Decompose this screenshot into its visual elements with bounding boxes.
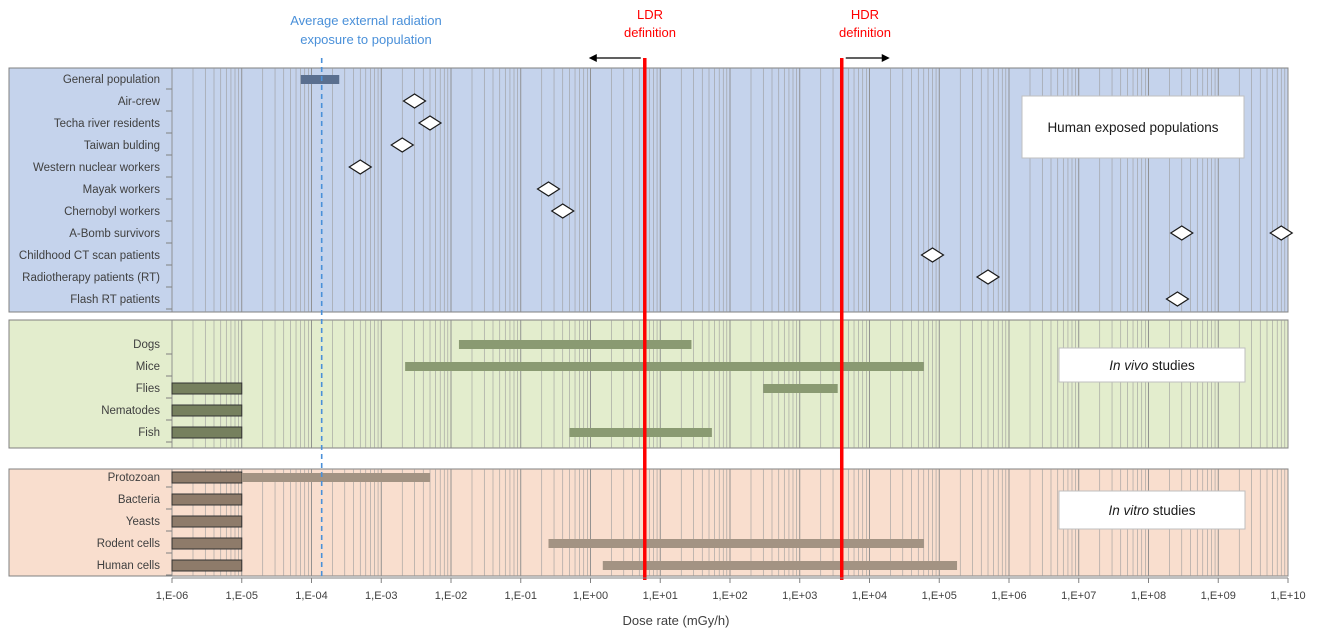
- x-tick-label: 1,E+04: [852, 590, 887, 602]
- x-tick-label: 1,E+06: [991, 590, 1026, 602]
- range-box: [171, 382, 243, 395]
- row-label: Childhood CT scan patients: [19, 250, 160, 262]
- row-label: Fish: [138, 427, 160, 439]
- x-axis-title: Dose rate (mGy/h): [623, 613, 730, 628]
- range-bar: [569, 428, 712, 437]
- range-box: [171, 471, 243, 484]
- x-tick-label: 1,E+03: [782, 590, 817, 602]
- range-bar: [602, 561, 958, 570]
- data-point: [1169, 225, 1194, 241]
- row-label: Flies: [136, 383, 161, 395]
- hdr-label: HDR: [851, 7, 879, 22]
- row-label: Mayak workers: [83, 184, 161, 196]
- data-point: [975, 269, 1001, 285]
- row-label: Chernobyl workers: [64, 206, 160, 218]
- x-tick-label: 1,E+08: [1131, 590, 1166, 602]
- hdr-label: definition: [839, 25, 891, 40]
- row-label: General population: [63, 74, 160, 86]
- row-label: Bacteria: [118, 494, 161, 506]
- row-label: Radiotherapy patients (RT): [22, 272, 160, 284]
- row-label: Mice: [136, 361, 160, 373]
- x-tick-label: 1,E-06: [156, 590, 188, 602]
- row-label: Flash RT patients: [70, 294, 160, 306]
- hdr-arrowhead: [881, 54, 890, 62]
- row-label: Rodent cells: [97, 538, 161, 550]
- x-tick-label: 1,E-04: [295, 590, 327, 602]
- range-bar: [548, 539, 924, 548]
- x-tick-label: 1,E+05: [922, 590, 957, 602]
- x-tick-label: 1,E+07: [1061, 590, 1096, 602]
- panel-title-box: [1021, 95, 1245, 159]
- x-tick-label: 1,E-02: [435, 590, 467, 602]
- x-tick-label: 1,E-03: [365, 590, 397, 602]
- x-tick-label: 1,E-05: [226, 590, 258, 602]
- range-box: [171, 493, 243, 506]
- data-point: [536, 181, 561, 197]
- x-tick-label: 1,E-01: [505, 590, 537, 602]
- range-bar: [241, 473, 431, 482]
- range-box: [171, 426, 243, 439]
- range-bar: [458, 340, 692, 349]
- panel-title: Human exposed populations: [1047, 120, 1218, 135]
- data-point: [348, 159, 373, 175]
- data-point: [550, 203, 575, 219]
- range-bar: [763, 384, 838, 393]
- ldr-arrowhead: [588, 54, 597, 62]
- row-label: Dogs: [133, 339, 160, 351]
- x-tick-label: 1,E+09: [1201, 590, 1236, 602]
- ldr-label: LDR: [637, 7, 663, 22]
- panel-title-box: [1058, 347, 1246, 383]
- x-tick-label: 1,E+10: [1270, 590, 1305, 602]
- x-tick-label: 1,E+00: [573, 590, 608, 602]
- row-label: Protozoan: [108, 472, 160, 484]
- panel-title: In vitro studies: [1108, 503, 1195, 518]
- average-exposure-label: exposure to population: [300, 32, 432, 47]
- data-point: [390, 137, 415, 153]
- row-label: Western nuclear workers: [33, 162, 160, 174]
- panel-title: In vivo studies: [1109, 358, 1195, 373]
- average-exposure-label: Average external radiation: [290, 13, 442, 28]
- range-box: [171, 559, 243, 572]
- row-label: Yeasts: [126, 516, 160, 528]
- data-point: [1269, 225, 1294, 241]
- ldr-label: definition: [624, 25, 676, 40]
- x-tick-label: 1,E+01: [643, 590, 678, 602]
- row-label: Taiwan bulding: [84, 140, 160, 152]
- row-label: Human cells: [97, 560, 161, 572]
- data-point: [920, 247, 945, 263]
- range-box: [171, 537, 243, 550]
- row-label: Air-crew: [118, 96, 161, 108]
- row-label: A-Bomb survivors: [69, 228, 160, 240]
- data-point: [1165, 291, 1190, 307]
- row-label: Nematodes: [101, 405, 160, 417]
- x-tick-label: 1,E+02: [712, 590, 747, 602]
- range-bar: [300, 75, 340, 84]
- data-point: [402, 93, 427, 109]
- data-point: [417, 115, 443, 131]
- range-box: [171, 515, 243, 528]
- range-bar: [405, 362, 924, 371]
- panel-title-box: [1058, 490, 1246, 530]
- range-box: [171, 404, 243, 417]
- row-label: Techa river residents: [54, 118, 160, 130]
